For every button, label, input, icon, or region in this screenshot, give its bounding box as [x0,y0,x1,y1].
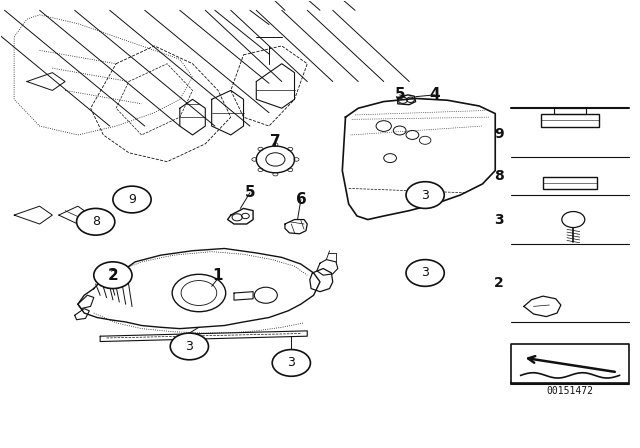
Text: 3: 3 [421,189,429,202]
Text: 7: 7 [270,134,281,149]
Text: 3: 3 [421,267,429,280]
Bar [543,177,597,189]
Circle shape [272,349,310,376]
Text: 1: 1 [212,268,223,283]
Circle shape [77,208,115,235]
Circle shape [170,333,209,360]
Text: 3: 3 [186,340,193,353]
Circle shape [94,262,132,289]
Text: 2: 2 [109,269,117,282]
Text: 9: 9 [494,127,504,141]
Text: 5: 5 [244,185,255,200]
Text: 8: 8 [494,169,504,183]
Text: 5: 5 [394,87,405,103]
Circle shape [113,186,151,213]
Text: 3: 3 [494,213,504,228]
Text: 3: 3 [287,357,295,370]
Text: 4: 4 [429,87,440,103]
Circle shape [406,260,444,286]
Text: 6: 6 [296,192,307,207]
Bar [541,114,599,127]
Text: 2: 2 [494,276,504,290]
Text: 9: 9 [128,193,136,206]
Text: 2: 2 [108,268,118,283]
Text: 8: 8 [92,215,100,228]
Circle shape [406,182,444,208]
Text: 00151472: 00151472 [547,386,594,396]
